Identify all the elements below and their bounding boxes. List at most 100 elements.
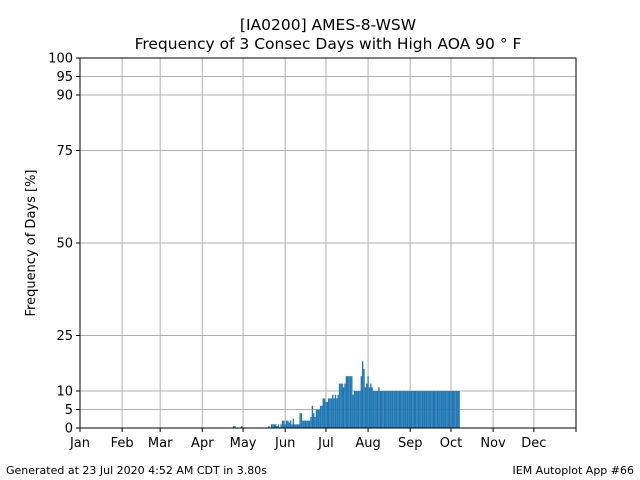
bar: [385, 391, 387, 428]
bar: [419, 391, 421, 428]
bar: [347, 376, 349, 428]
x-tick-label: Nov: [480, 436, 506, 451]
bar: [291, 424, 293, 428]
bar: [420, 391, 422, 428]
bar: [413, 391, 415, 428]
bar: [402, 391, 405, 428]
y-tick-label: 10: [56, 385, 73, 400]
bar: [393, 391, 395, 428]
bar: [371, 387, 373, 428]
bar: [390, 391, 392, 428]
bar: [368, 387, 371, 428]
bar: [304, 420, 307, 428]
bar: [322, 398, 324, 428]
bar: [341, 383, 343, 428]
bar: [288, 422, 290, 428]
bar: [359, 391, 361, 428]
x-tick-label: Oct: [440, 436, 462, 451]
bar: [417, 391, 420, 428]
bar: [337, 394, 339, 428]
x-tick-label: Jun: [274, 436, 295, 451]
bar: [273, 424, 276, 428]
bar: [329, 398, 331, 428]
bar: [328, 398, 330, 428]
bar: [438, 391, 440, 428]
bar: [353, 391, 356, 428]
bar: [421, 391, 424, 428]
y-tick-label: 75: [56, 144, 73, 159]
x-tick-label: Feb: [111, 436, 134, 451]
y-tick-label: 5: [65, 403, 73, 418]
bar: [311, 405, 314, 428]
bar: [355, 391, 357, 428]
bar: [241, 426, 243, 428]
bar: [298, 424, 300, 428]
bar: [383, 391, 386, 428]
bar: [363, 368, 365, 428]
bar: [409, 391, 411, 428]
bar: [300, 413, 303, 428]
bar: [357, 391, 360, 428]
bar: [372, 391, 375, 428]
bar: [367, 376, 369, 428]
bar: [455, 391, 458, 428]
bar: [408, 391, 410, 428]
bar: [410, 391, 413, 428]
bar: [443, 391, 445, 428]
y-tick-label: 100: [48, 52, 73, 67]
bar: [380, 391, 383, 428]
bar: [439, 391, 441, 428]
bar: [292, 418, 295, 428]
bar: [294, 424, 296, 428]
bar: [378, 387, 380, 428]
bar: [330, 398, 333, 428]
bar: [423, 391, 425, 428]
bar: [296, 424, 299, 428]
bar: [318, 409, 320, 428]
bar: [386, 391, 388, 428]
bar: [416, 391, 418, 428]
bar: [295, 424, 297, 428]
bar: [287, 420, 289, 428]
bar: [370, 383, 372, 428]
bar: [319, 405, 322, 428]
x-tick-label: Aug: [355, 436, 380, 451]
bar: [356, 391, 358, 428]
bar: [366, 383, 368, 428]
bar: [429, 391, 432, 428]
bar: [315, 409, 318, 428]
bar: [268, 426, 270, 428]
bar: [277, 424, 280, 428]
bar: [270, 424, 273, 428]
bars: [232, 361, 460, 428]
bar: [406, 391, 409, 428]
bar: [457, 391, 459, 428]
bar: [342, 387, 345, 428]
chart-subtitle: Frequency of 3 Consec Days with High AOA…: [135, 35, 522, 53]
bar: [412, 391, 414, 428]
bar: [321, 405, 323, 428]
bar: [333, 398, 335, 428]
bar: [405, 391, 407, 428]
bar: [340, 383, 342, 428]
x-tick-label: Sep: [398, 436, 423, 451]
bar: [338, 383, 341, 428]
bar: [344, 383, 346, 428]
bar: [361, 361, 364, 428]
bar: [302, 420, 304, 428]
bar: [424, 391, 426, 428]
bar: [326, 402, 328, 428]
bar: [232, 426, 235, 428]
bar: [401, 391, 403, 428]
y-axis-label: Frequency of Days [%]: [24, 169, 39, 316]
bar: [283, 420, 285, 428]
grid: [79, 57, 576, 429]
x-tick-label: Jul: [317, 436, 334, 451]
bar: [376, 391, 379, 428]
y-tick-label: 95: [56, 70, 73, 85]
bar: [374, 391, 376, 428]
bar: [454, 391, 456, 428]
x-tick-label: Mar: [148, 436, 173, 451]
bar: [351, 376, 353, 428]
